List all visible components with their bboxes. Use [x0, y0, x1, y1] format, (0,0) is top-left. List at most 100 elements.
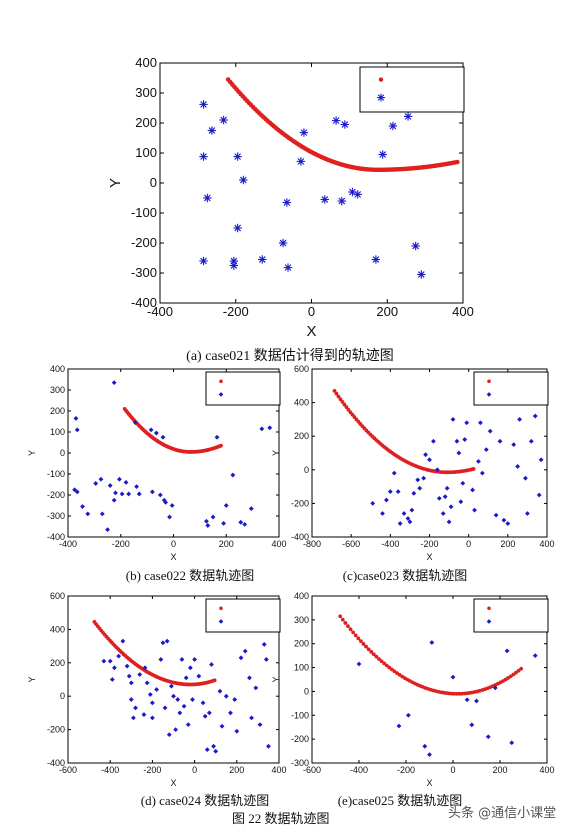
sensor-point [123, 480, 129, 485]
sensor-point [230, 472, 236, 478]
sensor-point [133, 705, 138, 711]
sensor-point [239, 175, 248, 185]
sensor-point [147, 692, 153, 697]
sensor-point [409, 507, 415, 513]
sensor-point [229, 261, 239, 270]
x-tick-label: -200 [223, 304, 249, 319]
sensor-point [462, 437, 468, 442]
sensor-point [405, 516, 411, 521]
x-tick-label: 200 [219, 539, 234, 549]
sensor-point [214, 434, 220, 440]
sensor-point [144, 680, 150, 686]
y-tick-label: 0 [150, 175, 157, 190]
trajectory-point [342, 402, 347, 407]
x-axis-label: X [306, 323, 316, 340]
x-axis-label: X [426, 552, 432, 562]
y-tick-label: -200 [47, 490, 65, 500]
y-tick-label: 200 [50, 406, 65, 416]
sensor-point [478, 420, 483, 426]
sensor-point [205, 523, 211, 528]
sensor-point [515, 464, 521, 469]
trajectory-point [387, 665, 392, 670]
panel-1: -400 -200 0 200 400 -400 -300 -200 -100 0 100 200 30… [27, 364, 287, 562]
sensor-point [396, 723, 402, 729]
panel-4: -600 -400 -200 0 200 400 -300 -200 -100 0 100 200 30… [271, 591, 555, 788]
sensor-point [150, 715, 155, 721]
trajectory-point [334, 391, 339, 396]
sensor-point [171, 693, 176, 699]
sensor-point [259, 426, 265, 432]
y-axis-label: Y [107, 178, 124, 188]
y-tick-label: -200 [131, 235, 157, 250]
sensor-point [232, 697, 238, 702]
legend-trajectory-marker [487, 606, 491, 611]
y-tick-label: 400 [50, 624, 65, 634]
sensor-point [421, 475, 427, 481]
sensor-point [221, 520, 227, 526]
sensor-point [238, 655, 244, 661]
sensor-point [448, 504, 454, 510]
sensor-point [196, 673, 202, 679]
sensor-point [124, 663, 130, 669]
x-tick-label: -200 [397, 765, 415, 775]
legend-box [473, 371, 549, 406]
sensor-point [479, 470, 485, 476]
figure-caption: 图 22 数据轨迹图 [232, 811, 330, 826]
sensor-point [233, 152, 242, 161]
trajectory-point [343, 621, 348, 625]
sensor-point [532, 413, 538, 419]
sensor-point [179, 657, 185, 662]
sensor-point [181, 703, 187, 709]
y-tick-label: -400 [131, 295, 157, 310]
sensor-point [167, 514, 172, 520]
sensor-point [472, 507, 477, 513]
trajectory-point [379, 659, 384, 664]
sensor-point [164, 638, 170, 644]
trajectory-point [346, 624, 350, 629]
sensor-point [283, 263, 293, 272]
sensor-point [219, 115, 228, 125]
sensor-point [117, 476, 122, 482]
trajectory-point [374, 654, 379, 659]
sensor-point [388, 121, 398, 131]
sensor-point [257, 722, 263, 727]
sensor-point [261, 642, 267, 647]
x-tick-label: -400 [101, 765, 119, 775]
y-tick-label: -200 [291, 498, 309, 508]
sensor-point [296, 157, 306, 166]
sensor-point [253, 685, 259, 691]
sensor-point [501, 517, 507, 523]
x-tick-label: 400 [539, 539, 554, 549]
sensor-point [493, 512, 499, 518]
sensor-point [370, 501, 376, 506]
legend-box [473, 598, 549, 633]
sensor-point [136, 491, 142, 497]
sensor-point [80, 504, 85, 509]
sensor-point [111, 497, 117, 503]
sensor-point [417, 485, 423, 491]
y-axis-label: Y [271, 450, 281, 456]
trajectory-point [351, 630, 356, 635]
x-tick-label: -400 [59, 539, 77, 549]
sensor-point [440, 511, 446, 516]
sensor-point [405, 712, 411, 718]
sensor-point [113, 490, 118, 496]
y-tick-label: 400 [50, 364, 65, 374]
sensor-point [320, 195, 329, 204]
trajectory-point [384, 663, 389, 668]
sensor-point [111, 380, 117, 386]
panel-0: -400 -200 0 200 400 -400 -300 -200 -100 0 100 200 30… [107, 55, 474, 340]
caption-e: (e)case025 数据轨迹图 [337, 793, 463, 808]
sensor-point [248, 506, 254, 512]
x-tick-label: 0 [308, 304, 315, 319]
legend-sensor-marker [377, 93, 385, 102]
y-tick-label: 400 [135, 55, 157, 70]
legend-trajectory-marker [378, 77, 384, 82]
sensor-point [177, 710, 183, 716]
x-tick-label: -200 [112, 539, 130, 549]
sensor-point [169, 503, 175, 508]
sensor-point [444, 485, 450, 491]
sensor-point [132, 420, 138, 425]
x-tick-label: 200 [376, 304, 398, 319]
y-tick-label: 100 [50, 427, 65, 437]
